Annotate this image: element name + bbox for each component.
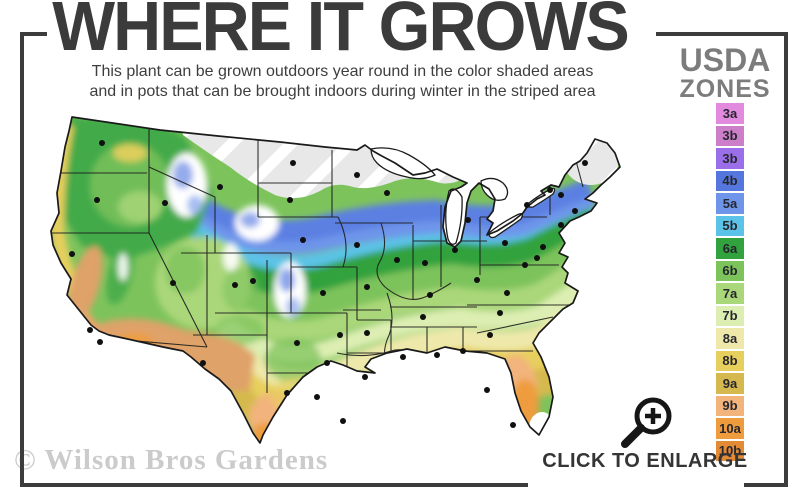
legend-zone-swatch: 3b bbox=[716, 148, 744, 169]
us-hardiness-zone-map[interactable] bbox=[35, 95, 635, 495]
legend-zone-swatch: 6b bbox=[716, 260, 744, 281]
enlarge-label[interactable]: CLICK TO ENLARGE bbox=[542, 450, 748, 472]
frame-bottom-left bbox=[20, 483, 528, 487]
enlarge-control[interactable]: CLICK TO ENLARGE bbox=[540, 397, 750, 478]
frame-top-right bbox=[656, 32, 788, 36]
legend-zone-swatch: 3a bbox=[716, 103, 744, 124]
legend-zone-swatch: 10b bbox=[716, 440, 744, 461]
legend-zone-swatch: 7a bbox=[716, 283, 744, 304]
watermark: © Wilson Bros Gardens bbox=[14, 444, 329, 476]
usda-zones-legend: USDA ZONES 3a 3b 3b 4b 5a 5b 6a 6b 7a 7b 8a 8b 9a 9b 1… bbox=[660, 42, 790, 461]
legend-zone-swatch: 9b bbox=[716, 395, 744, 416]
magnifying-glass-plus-icon[interactable] bbox=[603, 392, 687, 456]
frame-bottom-right bbox=[744, 483, 788, 487]
legend-zone-swatch: 5b bbox=[716, 215, 744, 236]
legend-zone-swatch: 3b bbox=[716, 125, 744, 146]
legend-zone-swatch: 6a bbox=[716, 238, 744, 259]
legend-zone-swatch: 9a bbox=[716, 373, 744, 394]
us-outline bbox=[50, 116, 621, 444]
striped-adirondack-region bbox=[525, 162, 555, 188]
frame-top-left bbox=[20, 32, 47, 36]
legend-zone-swatch: 4b bbox=[716, 170, 744, 191]
legend-zone-swatch: 10a bbox=[716, 418, 744, 439]
page-subtitle: This plant can be grown outdoors year ro… bbox=[30, 62, 655, 101]
legend-zone-swatch: 8b bbox=[716, 350, 744, 371]
subtitle-line-1: This plant can be grown outdoors year ro… bbox=[91, 63, 594, 80]
city-marker-dots bbox=[69, 140, 588, 428]
legend-zone-list: 3a 3b 3b 4b 5a 5b 6a 6b 7a 7b 8a 8b 9a 9b 10a 10b bbox=[716, 103, 744, 461]
legend-zone-swatch: 8a bbox=[716, 328, 744, 349]
legend-title-zones: ZONES bbox=[679, 75, 771, 103]
legend-zone-swatch: 7b bbox=[716, 305, 744, 326]
legend-zone-swatch: 5a bbox=[716, 193, 744, 214]
legend-title-usda: USDA bbox=[679, 42, 771, 78]
page-title: WHERE IT GROWS bbox=[52, 0, 629, 65]
frame-left-edge bbox=[20, 32, 24, 487]
frame-right-edge bbox=[784, 32, 788, 487]
subtitle-line-2: and in pots that can be brought indoors … bbox=[89, 82, 596, 100]
